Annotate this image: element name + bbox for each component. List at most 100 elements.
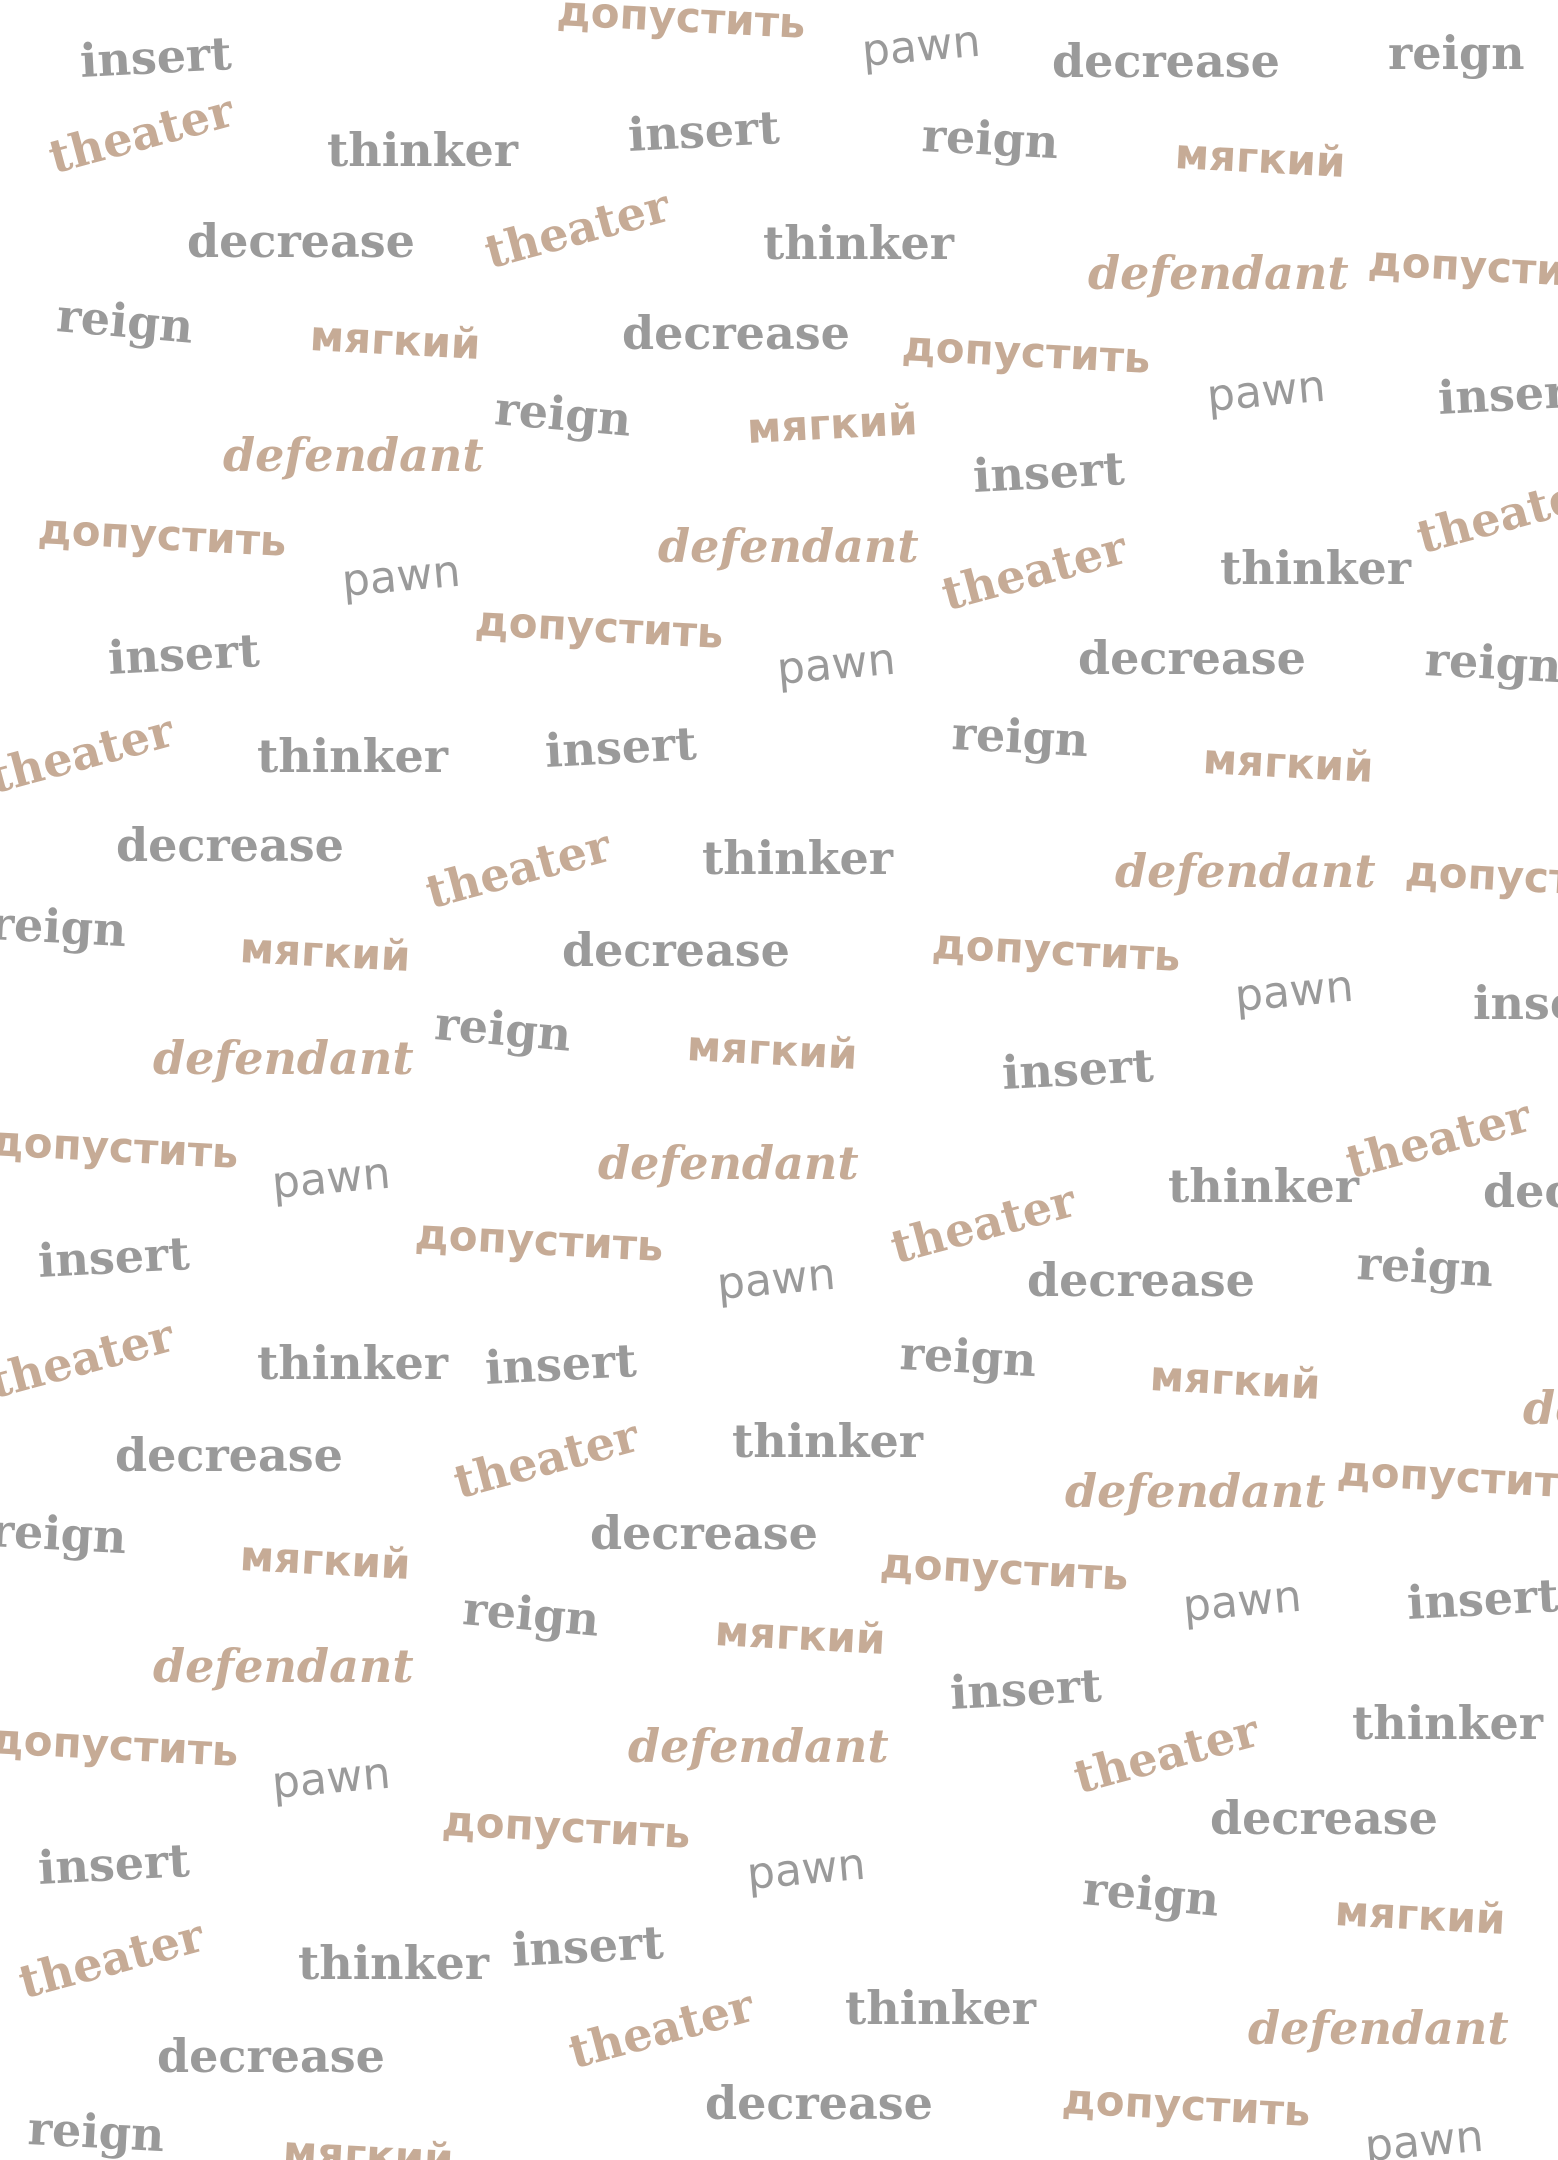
word-insert: insert (1000, 1038, 1155, 1100)
word-reign: reign (1388, 26, 1525, 80)
word-decrease: decrease (562, 923, 790, 977)
word-theater: theater (1068, 1703, 1265, 1805)
word-reign: reign (950, 706, 1090, 768)
word-defendant: defendant (1065, 1464, 1326, 1518)
word-pawn: pawn (859, 15, 983, 77)
word-defendant: defendant (598, 1136, 859, 1190)
word-decrease: decrease (622, 306, 850, 360)
word-decrease: decrease (1052, 34, 1280, 88)
word-dopustit: допустить (473, 596, 725, 658)
word-myagkiy: мягкий (713, 1606, 887, 1664)
word-defendant: defendant (658, 519, 919, 573)
word-pawn: pawn (1204, 360, 1328, 422)
word-dopustit: допустить (0, 1116, 240, 1178)
word-theater: theater (936, 520, 1133, 622)
word-theater: theater (13, 1908, 210, 2010)
word-reign: reign (0, 1503, 128, 1565)
word-insert: insert (1405, 1568, 1558, 1630)
word-reign: reign (898, 1326, 1038, 1388)
word-pawn: pawn (1180, 1570, 1304, 1632)
word-decrease: decrease (590, 1506, 818, 1560)
word-insert: insert (483, 1333, 638, 1395)
word-theater: theater (0, 1308, 180, 1410)
word-reign: reign (920, 108, 1060, 170)
word-dopustit: допустить (1335, 1446, 1558, 1508)
word-insert: insert (106, 623, 261, 685)
word-reign: reign (26, 2101, 166, 2160)
word-myagkiy: мягкий (238, 923, 412, 981)
word-myagkiy: мягкий (1201, 734, 1375, 792)
word-pawn: pawn (1232, 960, 1356, 1022)
word-theater: theater (43, 83, 240, 185)
word-decrease: decrease (157, 2029, 385, 2083)
word-pawn: pawn (774, 633, 898, 695)
word-insert: insert (948, 1658, 1103, 1720)
word-thinker: thinker (1352, 1696, 1543, 1750)
word-reign: reign (1423, 632, 1558, 694)
word-insert: insert (510, 1915, 665, 1977)
word-theater: theater (1411, 463, 1558, 565)
word-thinker: thinker (763, 216, 954, 270)
word-decrease: decrease (187, 214, 415, 268)
word-thinker: thinker (257, 729, 448, 783)
word-insert: insert (1473, 976, 1558, 1030)
word-defendant: defendant (153, 1031, 414, 1085)
word-decrease: decrease (1027, 1253, 1255, 1307)
word-pawn: pawn (269, 1747, 393, 1809)
word-insert: insert (626, 100, 781, 162)
word-thinker: thinker (257, 1336, 448, 1390)
word-insert: insert (78, 26, 233, 88)
word-pawn: pawn (744, 1838, 868, 1900)
word-insert: insert (36, 1833, 191, 1895)
word-defendant: defendant (1523, 1381, 1558, 1435)
word-defendant: defendant (1088, 246, 1349, 300)
word-thinker: thinker (1220, 541, 1411, 595)
word-dopustit: допустить (930, 919, 1182, 981)
word-insert: insert (971, 441, 1126, 503)
word-decrease: decrease (705, 2076, 933, 2130)
word-theater: theater (563, 1978, 760, 2080)
word-dopustit: допустить (878, 1538, 1130, 1600)
word-dopustit: допустить (1060, 2074, 1312, 2136)
word-reign: reign (1355, 1236, 1495, 1298)
word-dopustit: допустить (36, 504, 288, 566)
word-pawn: pawn (339, 545, 463, 607)
word-decrease: decrease (1483, 1164, 1558, 1218)
word-dopustit: допустить (1403, 846, 1558, 908)
word-defendant: defendant (153, 1639, 414, 1693)
word-dopustit: допустить (555, 0, 807, 48)
word-thinker: thinker (327, 123, 518, 177)
word-decrease: decrease (115, 1428, 343, 1482)
word-reign: reign (432, 996, 574, 1062)
word-myagkiy: мягкий (685, 1021, 859, 1079)
word-decrease: decrease (1210, 1791, 1438, 1845)
word-thinker: thinker (298, 1936, 489, 1990)
word-theater: theater (479, 178, 676, 280)
word-myagkiy: мягкий (1173, 129, 1347, 187)
word-myagkiy: мягкий (1148, 1351, 1322, 1409)
word-thinker: thinker (702, 831, 893, 885)
word-dopustit: допустить (1366, 236, 1558, 298)
word-reign: reign (0, 896, 128, 958)
word-reign: reign (492, 381, 634, 447)
word-insert: insert (1436, 363, 1558, 425)
word-defendant: defendant (1248, 2001, 1509, 2055)
word-reign: reign (54, 288, 196, 354)
word-insert: insert (36, 1226, 191, 1288)
word-pawn: pawn (714, 1248, 838, 1310)
word-pawn: pawn (1362, 2110, 1486, 2160)
word-myagkiy: мягкий (238, 1531, 412, 1589)
word-reign: reign (460, 1581, 602, 1647)
word-thinker: thinker (1168, 1159, 1359, 1213)
word-defendant: defendant (223, 428, 484, 482)
word-theater: theater (448, 1408, 645, 1510)
word-dopustit: допустить (413, 1209, 665, 1271)
word-defendant: defendant (1115, 844, 1376, 898)
word-myagkiy: мягкий (1333, 1886, 1507, 1944)
word-thinker: thinker (732, 1414, 923, 1468)
word-dopustit: допустить (0, 1714, 240, 1776)
word-defendant: defendant (628, 1719, 889, 1773)
word-theater: theater (0, 703, 180, 805)
word-myagkiy: мягкий (281, 2126, 455, 2160)
